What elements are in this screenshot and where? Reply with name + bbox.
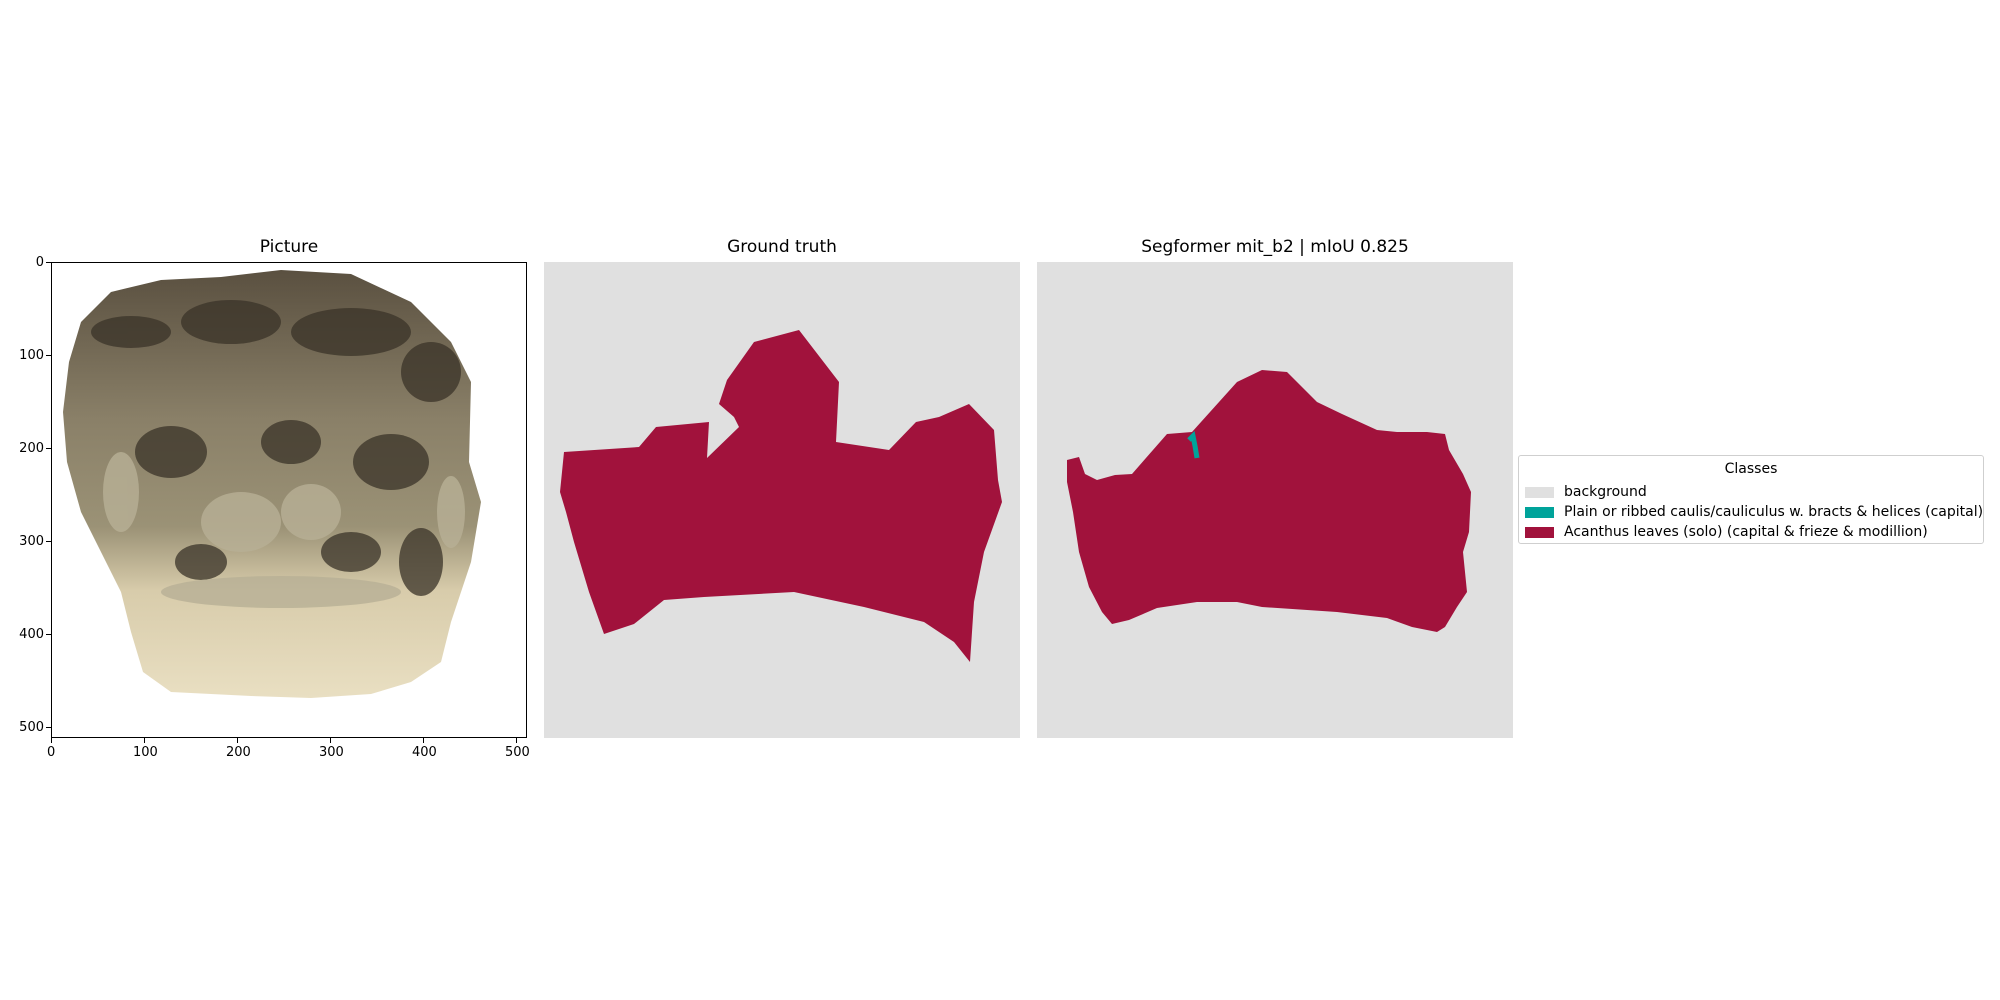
x-tick-label: 500 xyxy=(505,745,530,760)
y-tick-label: 200 xyxy=(19,441,44,456)
x-tick-label: 200 xyxy=(226,745,251,760)
ground-truth-title: Ground truth xyxy=(727,237,837,257)
legend-swatch xyxy=(1525,526,1554,538)
legend: Classes background Plain or ribbed cauli… xyxy=(1518,455,1984,544)
x-tick-label: 100 xyxy=(133,745,158,760)
y-tick-label: 0 xyxy=(35,255,44,270)
legend-swatch xyxy=(1525,506,1554,518)
legend-item: background xyxy=(1525,483,1647,501)
y-tick-label: 500 xyxy=(19,720,44,735)
y-tick-label: 100 xyxy=(19,348,44,363)
prediction-mask xyxy=(1037,262,1513,738)
legend-label: Plain or ribbed caulis/cauliculus w. bra… xyxy=(1564,504,1984,520)
legend-label: background xyxy=(1564,484,1647,500)
ground-truth-mask xyxy=(544,262,1020,738)
acanthus-region xyxy=(1067,370,1471,632)
picture-axes-frame xyxy=(51,262,527,738)
acanthus-region xyxy=(560,330,1002,662)
prediction-title: Segformer mit_b2 | mIoU 0.825 xyxy=(1141,237,1409,257)
picture-image xyxy=(51,262,527,738)
y-tick-label: 400 xyxy=(19,627,44,642)
x-tick-label: 0 xyxy=(47,745,56,760)
x-tick-label: 400 xyxy=(412,745,437,760)
y-tick-label: 300 xyxy=(19,534,44,549)
legend-item: Plain or ribbed caulis/cauliculus w. bra… xyxy=(1525,503,1983,521)
picture-title: Picture xyxy=(259,237,319,257)
legend-item: Acanthus leaves (solo) (capital & frieze… xyxy=(1525,523,1928,541)
legend-title: Classes xyxy=(1724,461,1778,477)
caulis-region xyxy=(1187,430,1200,459)
legend-label: Acanthus leaves (solo) (capital & frieze… xyxy=(1564,524,1928,540)
legend-swatch xyxy=(1525,486,1554,498)
x-tick-label: 300 xyxy=(319,745,344,760)
